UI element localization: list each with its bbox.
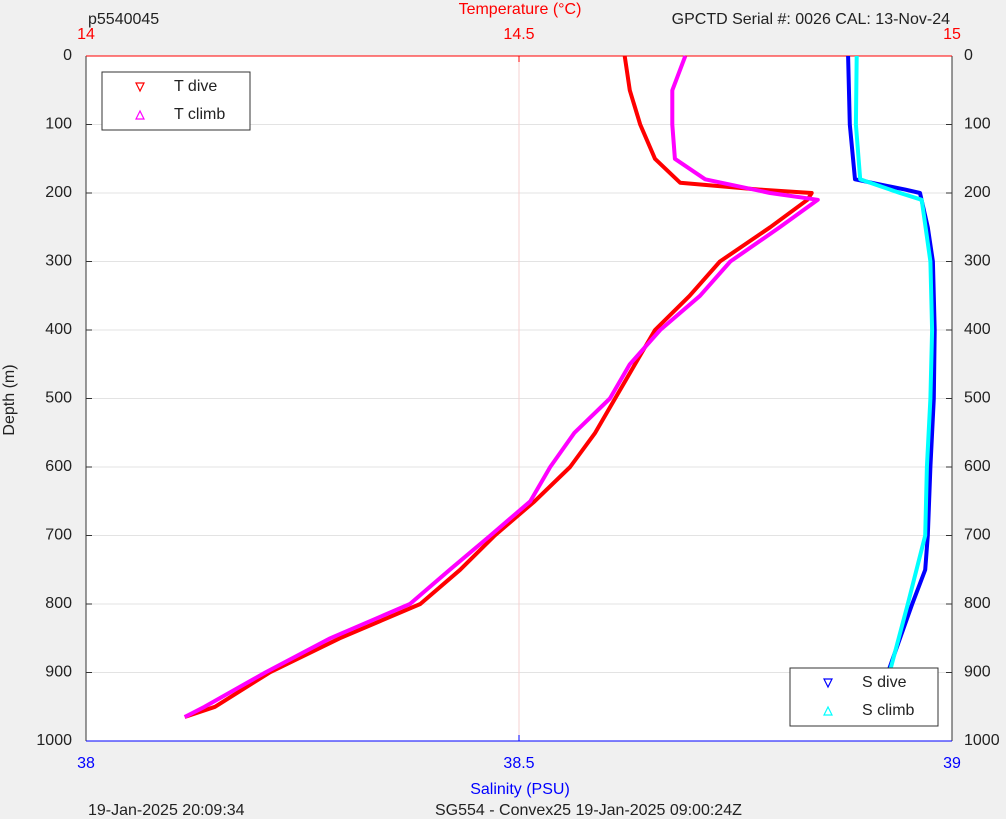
y-tick-label: 200: [45, 184, 72, 201]
y-axis-label: Depth (m): [1, 364, 18, 435]
legend-label: T dive: [174, 78, 217, 95]
y-tick-label: 500: [964, 390, 991, 407]
header-right: GPCTD Serial #: 0026 CAL: 13-Nov-24: [672, 11, 950, 28]
y-tick-label: 0: [964, 47, 973, 64]
series-trace: [183, 55, 820, 719]
y-tick-label: 1000: [36, 732, 72, 749]
x2-tick-label: 39: [943, 755, 961, 772]
y-tick-label: 300: [45, 253, 72, 270]
y-tick-label: 1000: [964, 732, 1000, 749]
legend-marker: [823, 705, 833, 716]
y-tick-label: 900: [964, 664, 991, 681]
y-tick-label: 800: [964, 595, 991, 612]
x2-axis-label: Salinity (PSU): [470, 781, 570, 798]
legend-label: S climb: [862, 702, 915, 719]
y-tick-label: 600: [964, 458, 991, 475]
y-tick-label: 400: [964, 321, 991, 338]
series-trace: [853, 55, 935, 718]
y-tick-label: 100: [964, 116, 991, 133]
y-tick-label: 800: [45, 595, 72, 612]
y-tick-label: 300: [964, 253, 991, 270]
y-tick-label: 500: [45, 390, 72, 407]
legend-box: [101, 71, 251, 131]
header-left: p5540045: [88, 11, 159, 28]
x-tick-label: 14.5: [503, 26, 534, 43]
x-tick-label: 14: [77, 26, 95, 43]
y-tick-label: 600: [45, 458, 72, 475]
y-tick-label: 700: [45, 527, 72, 544]
x2-tick-label: 38: [77, 755, 95, 772]
legend-box: [789, 667, 939, 727]
y-tick-label: 200: [964, 184, 991, 201]
y-tick-label: 100: [45, 116, 72, 133]
x-tick-label: 15: [943, 26, 961, 43]
legend-label: S dive: [862, 674, 907, 691]
legend-marker: [823, 678, 833, 689]
y-tick-label: 0: [63, 47, 72, 64]
y-tick-label: 900: [45, 664, 72, 681]
legend-marker: [135, 109, 145, 120]
y-tick-label: 400: [45, 321, 72, 338]
x-axis-label: Temperature (°C): [459, 1, 582, 18]
x2-tick-label: 38.5: [503, 755, 534, 772]
footer-left: 19-Jan-2025 20:09:34: [88, 802, 245, 819]
footer-center: SG554 - Convex25 19-Jan-2025 09:00:24Z: [435, 802, 742, 819]
y-tick-label: 700: [964, 527, 991, 544]
legend-label: T climb: [174, 106, 225, 123]
legend-marker: [135, 82, 145, 93]
